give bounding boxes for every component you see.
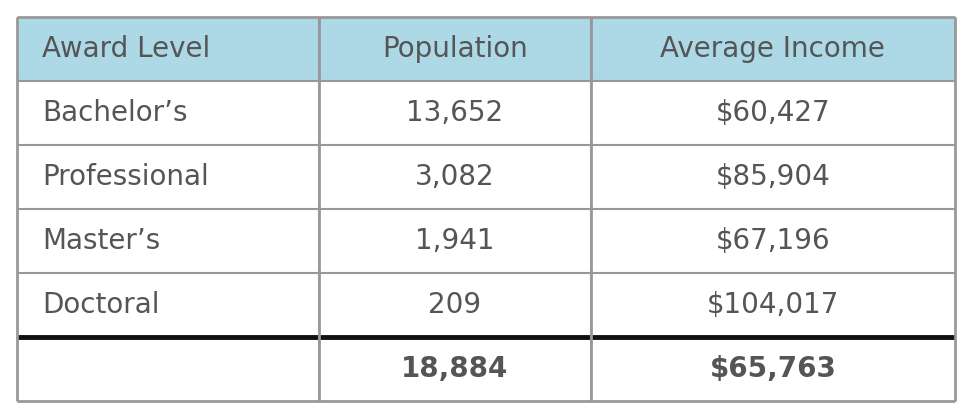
Text: $67,196: $67,196 [715, 227, 830, 255]
Bar [17, 145, 319, 209]
Bar [591, 145, 955, 209]
Text: 18,884: 18,884 [401, 355, 508, 383]
Text: Master’s: Master’s [42, 227, 160, 255]
Bar [319, 17, 591, 81]
Text: $85,904: $85,904 [715, 163, 830, 191]
Text: 3,082: 3,082 [415, 163, 495, 191]
Bar [319, 81, 591, 145]
Text: Average Income: Average Income [660, 35, 885, 63]
Text: $60,427: $60,427 [715, 99, 830, 127]
Text: Population: Population [382, 35, 528, 63]
Bar [17, 81, 319, 145]
Text: 1,941: 1,941 [415, 227, 495, 255]
Bar [319, 209, 591, 273]
Bar [591, 17, 955, 81]
Bar [319, 273, 591, 337]
Bar [17, 273, 319, 337]
Bar [591, 337, 955, 401]
Bar [591, 209, 955, 273]
Text: $65,763: $65,763 [710, 355, 836, 383]
Text: Doctoral: Doctoral [42, 291, 159, 319]
Bar [17, 209, 319, 273]
Bar [591, 273, 955, 337]
Bar [591, 81, 955, 145]
Text: $104,017: $104,017 [707, 291, 839, 319]
Bar [319, 145, 591, 209]
Text: Professional: Professional [42, 163, 209, 191]
Text: 209: 209 [429, 291, 481, 319]
Bar [17, 17, 319, 81]
Text: 13,652: 13,652 [406, 99, 503, 127]
Text: Bachelor’s: Bachelor’s [42, 99, 188, 127]
Text: Award Level: Award Level [42, 35, 210, 63]
Bar [319, 337, 591, 401]
Bar [17, 337, 319, 401]
